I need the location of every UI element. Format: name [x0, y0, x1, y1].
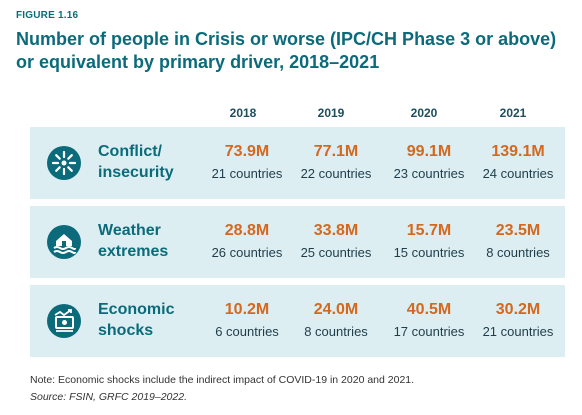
value-label: 99.1M [406, 143, 452, 160]
country-count: 25 countries [300, 245, 372, 260]
value-label: 10.2M [224, 301, 270, 318]
driver-label-weather: Weather extremes [98, 220, 198, 262]
value-label: 24.0M [313, 301, 359, 318]
country-count: 23 countries [393, 166, 465, 181]
footnote: Note: Economic shocks include the indire… [30, 374, 415, 386]
driver-label-conflict: Conflict/ insecurity [98, 141, 198, 183]
year-header-2019: 2019 [317, 106, 345, 120]
driver-label-line1: Economic [98, 301, 175, 318]
value-label: 23.5M [495, 222, 541, 239]
source-note: Source: FSIN, GRFC 2019–2022. [30, 391, 187, 403]
cell-weather-2018: 28.8M 26 countries [201, 221, 293, 262]
cell-weather-2021: 23.5M 8 countries [472, 221, 564, 262]
cell-weather-2019: 33.8M 25 countries [290, 221, 382, 262]
driver-label-line1: Weather [98, 222, 161, 239]
value-label: 139.1M [491, 143, 545, 160]
figure-label: FIGURE 1.16 [16, 10, 79, 21]
country-count: 8 countries [304, 324, 368, 339]
year-header-2018: 2018 [229, 106, 257, 120]
cell-economic-2021: 30.2M 21 countries [472, 300, 564, 341]
country-count: 21 countries [482, 324, 554, 339]
value-label: 40.5M [406, 301, 452, 318]
value-label: 30.2M [495, 301, 541, 318]
year-header-2020: 2020 [410, 106, 438, 120]
value-label: 28.8M [224, 222, 270, 239]
driver-label-economic: Economic shocks [98, 299, 198, 341]
country-count: 15 countries [393, 245, 465, 260]
economic-shock-icon [47, 304, 81, 338]
country-count: 24 countries [482, 166, 554, 181]
table-row-conflict: Conflict/ insecurity 73.9M 21 countries … [30, 127, 565, 199]
driver-label-line2: insecurity [98, 164, 174, 181]
cell-weather-2020: 15.7M 15 countries [383, 221, 475, 262]
cell-economic-2018: 10.2M 6 countries [201, 300, 293, 341]
country-count: 21 countries [211, 166, 283, 181]
value-label: 33.8M [313, 222, 359, 239]
cell-conflict-2018: 73.9M 21 countries [201, 142, 293, 183]
country-count: 22 countries [300, 166, 372, 181]
table-row-economic: Economic shocks 10.2M 6 countries 24.0M … [30, 285, 565, 357]
driver-label-line2: shocks [98, 322, 154, 339]
cell-economic-2019: 24.0M 8 countries [290, 300, 382, 341]
conflict-icon [47, 146, 81, 180]
year-header-2021: 2021 [499, 106, 527, 120]
country-count: 17 countries [393, 324, 465, 339]
driver-label-line1: Conflict/ [98, 143, 162, 160]
country-count: 6 countries [215, 324, 279, 339]
flood-house-icon [47, 225, 81, 259]
table-row-weather: Weather extremes 28.8M 26 countries 33.8… [30, 206, 565, 278]
value-label: 73.9M [224, 143, 270, 160]
cell-conflict-2021: 139.1M 24 countries [472, 142, 564, 183]
driver-label-line2: extremes [98, 243, 169, 260]
value-label: 77.1M [313, 143, 359, 160]
cell-conflict-2019: 77.1M 22 countries [290, 142, 382, 183]
value-label: 15.7M [406, 222, 452, 239]
cell-economic-2020: 40.5M 17 countries [383, 300, 475, 341]
chart-title: Number of people in Crisis or worse (IPC… [16, 29, 557, 72]
country-count: 26 countries [211, 245, 283, 260]
country-count: 8 countries [486, 245, 550, 260]
cell-conflict-2020: 99.1M 23 countries [383, 142, 475, 183]
